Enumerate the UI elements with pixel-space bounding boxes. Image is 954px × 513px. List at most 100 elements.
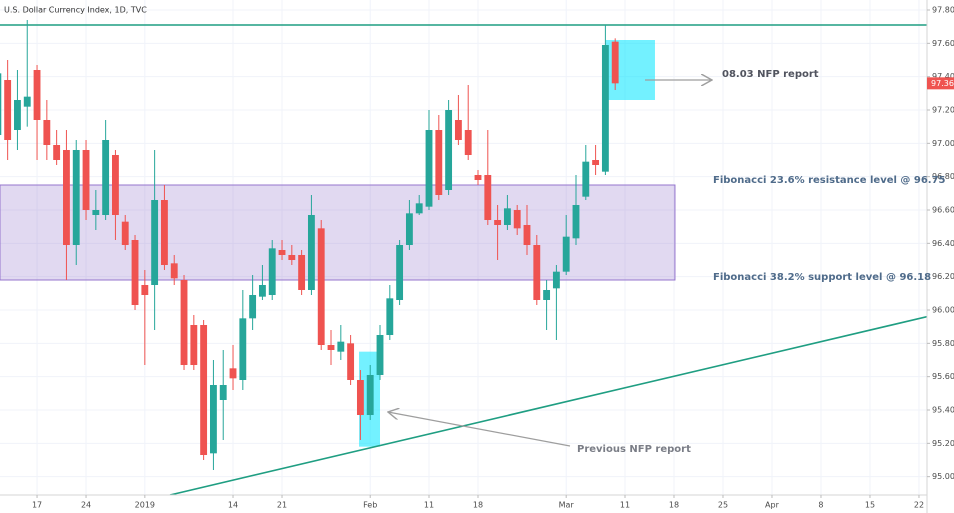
candle-body: [72, 150, 80, 245]
candle-body: [170, 263, 178, 279]
y-tick-label: 97.20: [932, 106, 954, 115]
candle-body: [611, 41, 619, 84]
candle-body: [562, 236, 570, 272]
candle-body: [141, 285, 149, 295]
annotation: Fibonacci 23.6% resistance level @ 96.75: [713, 175, 946, 186]
candle-body: [592, 160, 600, 165]
y-tick-label: 95.20: [932, 439, 954, 448]
candle-body: [23, 96, 31, 107]
x-tick-label: Feb: [363, 501, 377, 510]
candle-body: [4, 80, 12, 140]
trend-line: [169, 315, 927, 495]
x-tick-label: 24: [81, 501, 91, 510]
x-tick-label: Mar: [559, 501, 575, 510]
candle-body: [445, 110, 453, 190]
y-tick-label: 96.00: [932, 306, 954, 315]
candle-body: [503, 208, 511, 225]
candle-body: [0, 73, 2, 135]
candle-body: [396, 245, 404, 300]
candle-body: [307, 215, 315, 290]
candle-body: [43, 120, 51, 145]
candle-body: [258, 285, 266, 297]
candle-body: [239, 318, 247, 380]
candle-body: [14, 100, 21, 130]
candle-body: [53, 145, 61, 160]
last-price-tag: [927, 77, 954, 90]
candle-body: [190, 325, 198, 365]
candle-body: [112, 155, 119, 215]
y-tick-label: 95.60: [932, 372, 954, 381]
candle-body: [209, 385, 217, 454]
candles: [0, 20, 619, 470]
annotation: Previous NFP report: [577, 444, 691, 455]
x-tick-label: 14: [228, 501, 238, 510]
candle-body: [454, 120, 462, 140]
candle-body: [376, 335, 384, 375]
y-tick-label: 97.60: [932, 39, 954, 48]
annotation: 08.03 NFP report: [722, 69, 819, 80]
candle-body: [523, 225, 531, 245]
y-tick-label: 96.20: [932, 272, 954, 281]
candle-body: [435, 130, 443, 195]
candle-body: [82, 150, 90, 210]
y-tick-label: 97.40: [932, 72, 954, 81]
candle-body: [484, 175, 492, 220]
candle-body: [405, 213, 413, 245]
y-tick-label: 96.80: [932, 172, 954, 181]
candle-body: [180, 280, 188, 365]
axes: 95.00 95.20 95.40 95.60 95.80 96.00 96.20 96.40…: [32, 6, 954, 510]
x-tick-label: 8: [818, 501, 823, 510]
x-tick-label: Apr: [765, 501, 780, 510]
y-tick-label: 96.60: [932, 206, 954, 215]
x-tick-label: 18: [669, 501, 679, 510]
candle-body: [474, 175, 482, 180]
candle-body: [337, 341, 345, 352]
x-tick-label: 2019: [135, 501, 155, 510]
x-tick-label: 17: [32, 501, 42, 510]
chart-title: U.S. Dollar Currency Index, 1D, TVC: [4, 6, 147, 15]
candle-body: [298, 255, 306, 290]
candle-body: [386, 298, 394, 335]
candle-body: [278, 250, 286, 255]
y-tick-label: 96.40: [932, 239, 954, 248]
candle-body: [347, 343, 355, 380]
candle-body: [268, 248, 276, 295]
candle-body: [356, 380, 364, 415]
candle-body: [552, 271, 560, 289]
candle-body: [513, 210, 521, 229]
x-tick-label: 15: [865, 501, 875, 510]
candle-body: [151, 200, 159, 285]
candle-body: [543, 290, 551, 300]
candle-body: [249, 295, 257, 319]
annotation: Fibonacci 38.2% support level @ 96.18: [713, 272, 931, 283]
candle-body: [415, 203, 423, 214]
candle-body: [317, 228, 325, 345]
x-tick-label: 11: [424, 501, 434, 510]
y-tick-label: 95.40: [932, 406, 954, 415]
x-tick-label: 25: [718, 501, 728, 510]
candle-body: [102, 140, 110, 215]
y-tick-label: 95.80: [932, 339, 954, 348]
candle-body: [63, 150, 70, 245]
y-tick-label: 95.00: [932, 472, 954, 481]
candle-body: [229, 368, 237, 379]
candle-body: [92, 210, 100, 215]
candle-body: [572, 205, 580, 239]
y-tick-label: 97.00: [932, 139, 954, 148]
drawings: [0, 24, 927, 495]
candle-body: [219, 385, 227, 400]
candle-body: [327, 345, 335, 350]
x-tick-label: 11: [620, 501, 630, 510]
candle-body: [366, 375, 374, 415]
candle-body: [288, 255, 296, 260]
x-tick-label: 21: [277, 501, 287, 510]
candle-body: [161, 200, 168, 265]
candle-body: [533, 245, 541, 300]
y-tick-label: 97.80: [932, 6, 954, 15]
candle-body: [582, 161, 590, 197]
x-tick-label: 18: [473, 501, 483, 510]
candle-body: [131, 240, 139, 305]
last-price-label: 97.36: [931, 79, 954, 88]
